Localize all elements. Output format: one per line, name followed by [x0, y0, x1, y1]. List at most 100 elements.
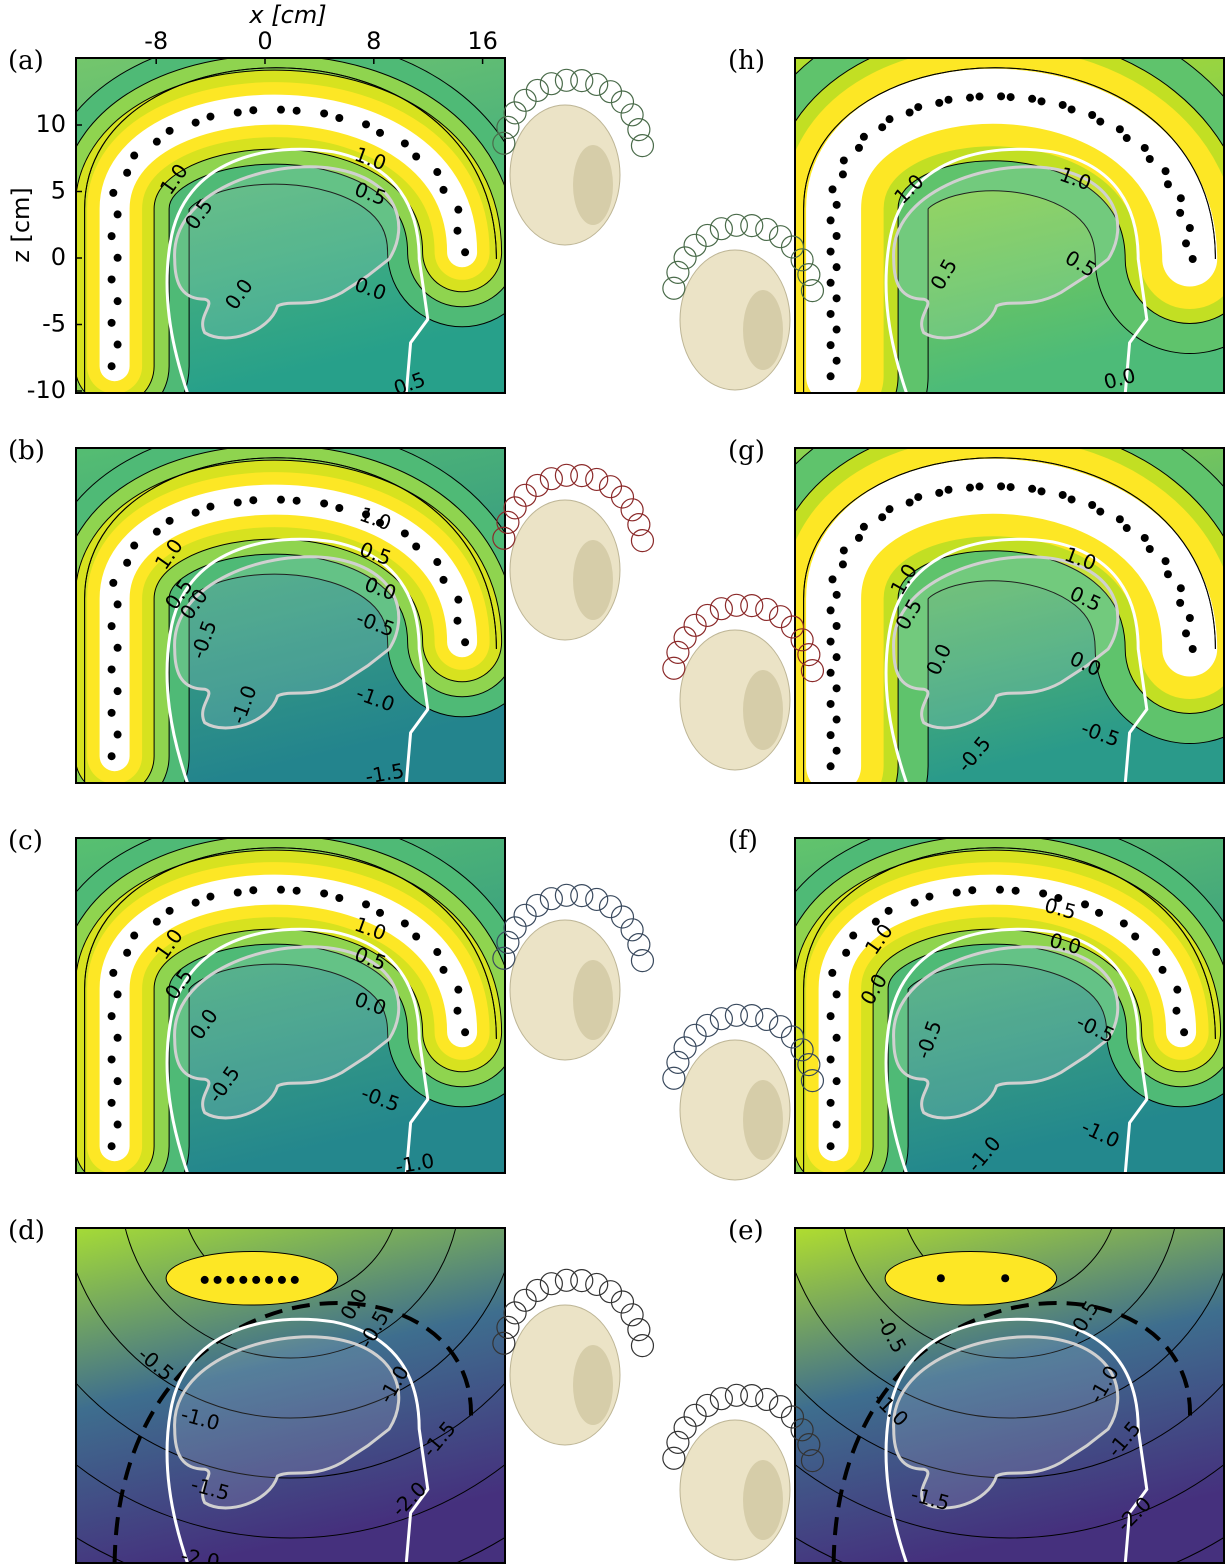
panel: 0.0-0.5-0.5 -1.0-1.0 -1.5-1.5 -2.0-2.0 (d)	[8, 1216, 506, 1564]
sensor	[107, 275, 116, 284]
sensor	[832, 325, 841, 334]
sensor	[1067, 495, 1076, 504]
sensor	[113, 210, 122, 219]
sensor-coil	[695, 1393, 719, 1418]
sensor	[252, 1275, 261, 1284]
sensor	[439, 965, 448, 974]
sensor	[362, 510, 371, 519]
sensor	[1158, 965, 1167, 974]
sensor-coil	[503, 1301, 527, 1325]
sensor-coil	[790, 1418, 814, 1442]
sensor	[1011, 886, 1020, 895]
sensor	[1131, 932, 1140, 941]
sensor	[461, 248, 470, 257]
sensor-coil	[554, 68, 579, 92]
sensor	[107, 1142, 116, 1151]
sensor-coil	[790, 248, 814, 272]
sensor	[1122, 134, 1131, 143]
sensor	[453, 226, 462, 235]
sensor-coil	[797, 1432, 821, 1457]
sensor-coil	[683, 1023, 707, 1047]
contour-line	[84, 457, 497, 783]
sensor-coil	[709, 597, 733, 621]
sensor	[191, 508, 200, 517]
sensor	[968, 886, 977, 895]
sensor	[1096, 507, 1105, 516]
panel-plot: 0.50.01.00.0-0.5 -0.5-1.0 -1.0	[795, 838, 1224, 1173]
sensor-coil	[585, 467, 609, 492]
sensor	[1161, 557, 1170, 566]
sensor-coil	[525, 78, 549, 103]
sensor-coil	[610, 485, 635, 509]
sensor	[826, 278, 835, 287]
sensor-coil	[496, 115, 520, 139]
head-outline	[884, 1317, 1149, 1563]
sensor	[107, 1012, 116, 1021]
sensor	[109, 578, 118, 587]
sensor-coil	[513, 88, 537, 112]
sensor-coil	[585, 1272, 609, 1297]
sensor	[130, 541, 139, 550]
sensor	[1176, 598, 1185, 607]
sensor	[1140, 533, 1149, 542]
sensor	[412, 152, 421, 161]
sensor	[412, 932, 421, 941]
sensor	[152, 917, 161, 926]
panel-label: (h)	[728, 46, 765, 76]
sensor	[109, 188, 118, 197]
panel-frame	[794, 837, 1225, 1174]
sensor	[335, 113, 344, 122]
sensor	[113, 1077, 122, 1086]
sensor	[335, 893, 344, 902]
head-outline	[884, 537, 1149, 783]
panel-label: (f)	[728, 826, 758, 856]
sensor	[885, 505, 894, 514]
sensor	[165, 126, 174, 135]
sensor-coil	[554, 883, 579, 907]
sensor	[292, 886, 301, 895]
sensor	[113, 600, 122, 609]
brain-outline	[173, 555, 401, 730]
sensor	[842, 948, 851, 957]
panel-frame	[794, 1227, 1225, 1564]
sensor	[1088, 501, 1097, 510]
sensor	[249, 106, 258, 115]
sensor	[335, 503, 344, 512]
sensor	[832, 746, 841, 755]
sensor	[832, 263, 841, 272]
sensor	[152, 527, 161, 536]
panel: 1.0 1.00.5 0.50.0 (h)	[728, 46, 1225, 394]
sensor-coil	[492, 131, 516, 155]
sensor-coil	[620, 103, 644, 127]
sensor	[832, 232, 841, 241]
sensor	[832, 653, 841, 662]
contour-line	[803, 457, 1216, 783]
sensor-coil	[800, 1068, 825, 1093]
sensor	[1122, 524, 1131, 533]
array-outline	[112, 1300, 473, 1563]
sensor-coil	[797, 1052, 821, 1077]
sensor	[400, 919, 409, 928]
sensor	[1037, 97, 1046, 106]
sensor	[400, 529, 409, 538]
sensor	[107, 232, 116, 241]
sensor	[206, 892, 215, 901]
sensor-coil	[598, 80, 623, 104]
panel-frame	[794, 57, 1225, 394]
sensor	[1081, 900, 1090, 909]
sensor	[213, 1275, 222, 1284]
sensor	[832, 200, 841, 209]
face-shade	[573, 145, 613, 225]
sensor-coil	[797, 262, 821, 287]
sensor-coil	[492, 1331, 516, 1355]
sensor-coil	[673, 626, 697, 650]
sensor	[826, 309, 835, 318]
sensor	[376, 518, 385, 527]
sensor	[1185, 613, 1194, 622]
sensor	[292, 106, 301, 115]
sensor-coil	[768, 225, 793, 249]
sensor	[1115, 515, 1124, 524]
sensor	[1182, 239, 1191, 248]
panel: 1.00.51.00.50.0 0.00.5 (a)	[8, 46, 506, 394]
contour-line	[795, 1463, 1224, 1539]
